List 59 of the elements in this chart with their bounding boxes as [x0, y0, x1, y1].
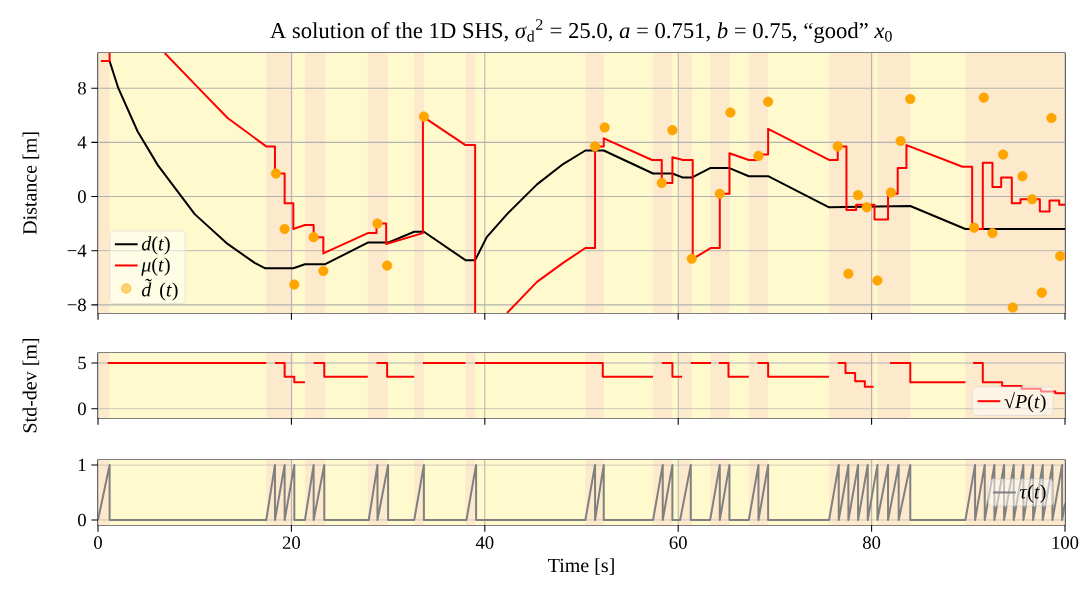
legend-label: √P(t): [1004, 392, 1046, 413]
y-tick-label: 5: [78, 356, 86, 370]
x-axis-title: Time [s]: [548, 558, 614, 575]
point: [753, 150, 764, 161]
point: [978, 92, 989, 103]
x-tick-label: 20: [282, 536, 301, 549]
point: [998, 149, 1009, 160]
y-tick-label: 0: [78, 190, 86, 203]
point: [1055, 251, 1066, 262]
legend-label: d(t): [141, 236, 170, 255]
y-tick-label: 0: [78, 402, 86, 416]
point: [987, 228, 998, 239]
y-tick-label: 0: [78, 513, 86, 527]
x-tick-label: 40: [475, 536, 494, 549]
point: [1027, 194, 1038, 205]
legend-label: d̃(t): [141, 278, 178, 301]
point: [969, 222, 980, 233]
point: [1036, 287, 1047, 298]
y-axis-title: Distance [m]: [22, 132, 40, 235]
point: [872, 275, 883, 286]
point: [895, 135, 906, 147]
x-tick-label: 80: [862, 536, 881, 549]
point: [686, 253, 697, 264]
point: [861, 202, 872, 213]
point: [270, 168, 281, 179]
point: [905, 93, 916, 105]
point: [853, 190, 864, 201]
point: [714, 188, 725, 199]
point: [1046, 112, 1057, 124]
point: [382, 260, 393, 271]
point: [843, 268, 854, 279]
point: [289, 279, 300, 290]
x-tick-label: 100: [1052, 536, 1079, 549]
point: [656, 177, 667, 189]
point: [763, 96, 774, 107]
x-tick-label: 60: [669, 536, 687, 549]
point: [885, 187, 897, 198]
y-tick-label: −8: [67, 298, 86, 312]
legend-label: τ(t): [1019, 484, 1046, 503]
y-tick-label: 4: [77, 136, 87, 149]
point: [1017, 171, 1028, 182]
point: [599, 122, 610, 133]
chart-title: A solution of the 1D SHS, σ$_{d}$$^{2}$ = 25.0, a = 0.751, b = 0.75, “good” x$_{0}$: [270, 19, 892, 43]
point: [372, 218, 383, 229]
point: [308, 232, 319, 243]
legend-label: μ(t): [141, 257, 170, 276]
point: [318, 265, 329, 277]
point: [589, 141, 601, 152]
y-tick-label: −4: [67, 244, 87, 257]
point: [418, 111, 429, 122]
y-tick-label: 8: [78, 81, 86, 95]
point: [725, 107, 736, 118]
point: [1007, 302, 1018, 313]
y-axis-title: Std-dev [m]: [22, 338, 40, 433]
point: [667, 125, 678, 136]
y-tick-label: 1: [78, 458, 86, 472]
point: [279, 223, 290, 235]
point: [832, 141, 843, 152]
x-tick-label: 0: [94, 536, 102, 549]
